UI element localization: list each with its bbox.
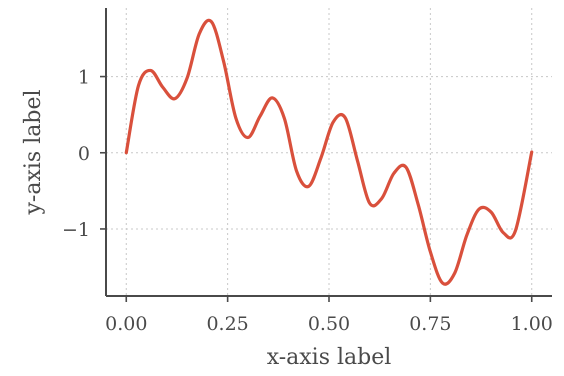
y-tick-label: 1: [78, 67, 90, 89]
y-tick-label: 0: [78, 143, 90, 165]
x-tick-label: 0.25: [206, 313, 248, 335]
x-tick-label: 0.00: [105, 313, 147, 335]
x-axis-title: x-axis label: [267, 345, 392, 370]
y-tick-label: −1: [62, 219, 90, 241]
y-axis-title: y-axis label: [21, 90, 46, 216]
axes: [105, 8, 552, 297]
series-layer: [124, 18, 534, 286]
grid: [106, 8, 552, 296]
x-tick-label: 1.00: [511, 313, 553, 335]
x-tick-label: 0.75: [409, 313, 451, 335]
series-line: [124, 18, 534, 286]
x-tick-label: 0.50: [308, 313, 350, 335]
ticks: 0.00 0.25 0.50 0.75 1.00 −1 0 1: [62, 67, 553, 335]
